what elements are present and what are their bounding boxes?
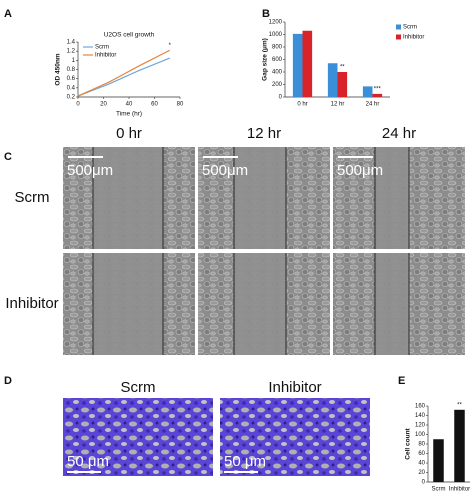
bar — [302, 30, 313, 97]
scale-bar-label: 500μm — [202, 162, 248, 179]
legend-label: Inhibitor — [403, 35, 424, 41]
x-tick-label: Scrm — [432, 487, 446, 493]
wound-gap — [234, 147, 286, 249]
column-header: 12 hr — [247, 125, 281, 142]
y-tick-label: 200 — [272, 82, 283, 88]
x-tick-label: 40 — [126, 102, 133, 108]
column-header: 0 hr — [116, 125, 142, 142]
legend-label: Inhibitor — [95, 53, 116, 59]
column-header: 24 hr — [382, 125, 416, 142]
x-tick-label: 80 — [177, 102, 184, 108]
bar — [362, 86, 373, 97]
scale-bar-label: 50 μm — [224, 453, 266, 470]
y-tick-label: 400 — [272, 70, 283, 76]
x-tick-label: 0 — [76, 102, 80, 108]
y-tick-label: 160 — [415, 404, 426, 410]
x-axis-label: Time (hr) — [116, 111, 142, 118]
y-tick-label: 40 — [418, 461, 425, 467]
series-line — [77, 49, 171, 97]
y-tick-label: 1 — [72, 58, 76, 64]
annotation: ** — [340, 65, 345, 71]
bar — [292, 33, 303, 97]
panel-letter: A — [4, 8, 12, 20]
legend-swatch — [396, 24, 401, 30]
x-tick-label: 12 hr — [331, 102, 345, 108]
y-tick-label: 800 — [272, 45, 283, 51]
legend-swatch — [396, 34, 401, 40]
row-label: Inhibitor — [5, 295, 58, 312]
wound-gap — [93, 147, 163, 249]
y-axis-label: OD 450nm — [55, 53, 62, 85]
scale-bar-label: 50 μm — [67, 453, 109, 470]
y-tick-label: 1.2 — [67, 49, 76, 55]
legend-label: Scrm — [403, 25, 417, 31]
scale-bar-label: 500μm — [67, 162, 113, 179]
y-tick-label: 0 — [279, 95, 283, 101]
legend-label: Scrm — [95, 45, 109, 51]
y-axis-label: Gap size (μm) — [262, 38, 269, 81]
bar — [327, 63, 338, 97]
annotation: * — [169, 43, 172, 49]
panel-letter: B — [262, 8, 270, 20]
y-tick-label: 100 — [415, 432, 426, 438]
scale-bar-label: 500μm — [337, 162, 383, 179]
annotation: *** — [374, 86, 382, 92]
x-tick-label: 60 — [151, 102, 158, 108]
y-tick-label: 80 — [418, 442, 425, 448]
bar — [454, 409, 465, 482]
y-tick-label: 1200 — [269, 20, 283, 26]
column-header: Scrm — [121, 379, 156, 396]
y-tick-label: 0.8 — [67, 67, 76, 73]
wound-gap — [93, 253, 163, 355]
annotation: ** — [457, 402, 462, 408]
panel-letter: E — [398, 375, 405, 387]
y-tick-label: 0.2 — [67, 95, 76, 101]
panel-letter: C — [4, 151, 12, 163]
x-tick-label: 24 hr — [366, 102, 380, 108]
wound-gap — [375, 147, 409, 249]
column-header: Inhibitor — [268, 379, 321, 396]
wound-gap — [375, 253, 409, 355]
y-tick-label: 0 — [422, 480, 426, 486]
wound-gap — [234, 253, 286, 355]
y-tick-label: 0.4 — [67, 85, 76, 91]
y-tick-label: 1000 — [269, 32, 283, 38]
bar — [372, 93, 383, 97]
y-tick-label: 600 — [272, 57, 283, 63]
panel-letter: D — [4, 375, 12, 387]
y-axis-label: Cell count — [405, 427, 412, 459]
y-tick-label: 0.6 — [67, 76, 76, 82]
y-tick-label: 60 — [418, 451, 425, 457]
y-tick-label: 140 — [415, 413, 426, 419]
row-label: Scrm — [15, 189, 50, 206]
micrograph — [63, 398, 213, 476]
bar — [337, 72, 348, 97]
x-tick-label: 0 hr — [297, 102, 307, 108]
y-tick-label: 1.4 — [67, 40, 76, 46]
y-tick-label: 120 — [415, 423, 426, 429]
x-tick-label: Inhibitor — [449, 487, 470, 493]
bar — [433, 439, 444, 482]
micrograph — [220, 398, 370, 476]
chart-title: U2OS cell growth — [104, 32, 155, 39]
y-tick-label: 20 — [418, 470, 425, 476]
x-tick-label: 20 — [100, 102, 107, 108]
